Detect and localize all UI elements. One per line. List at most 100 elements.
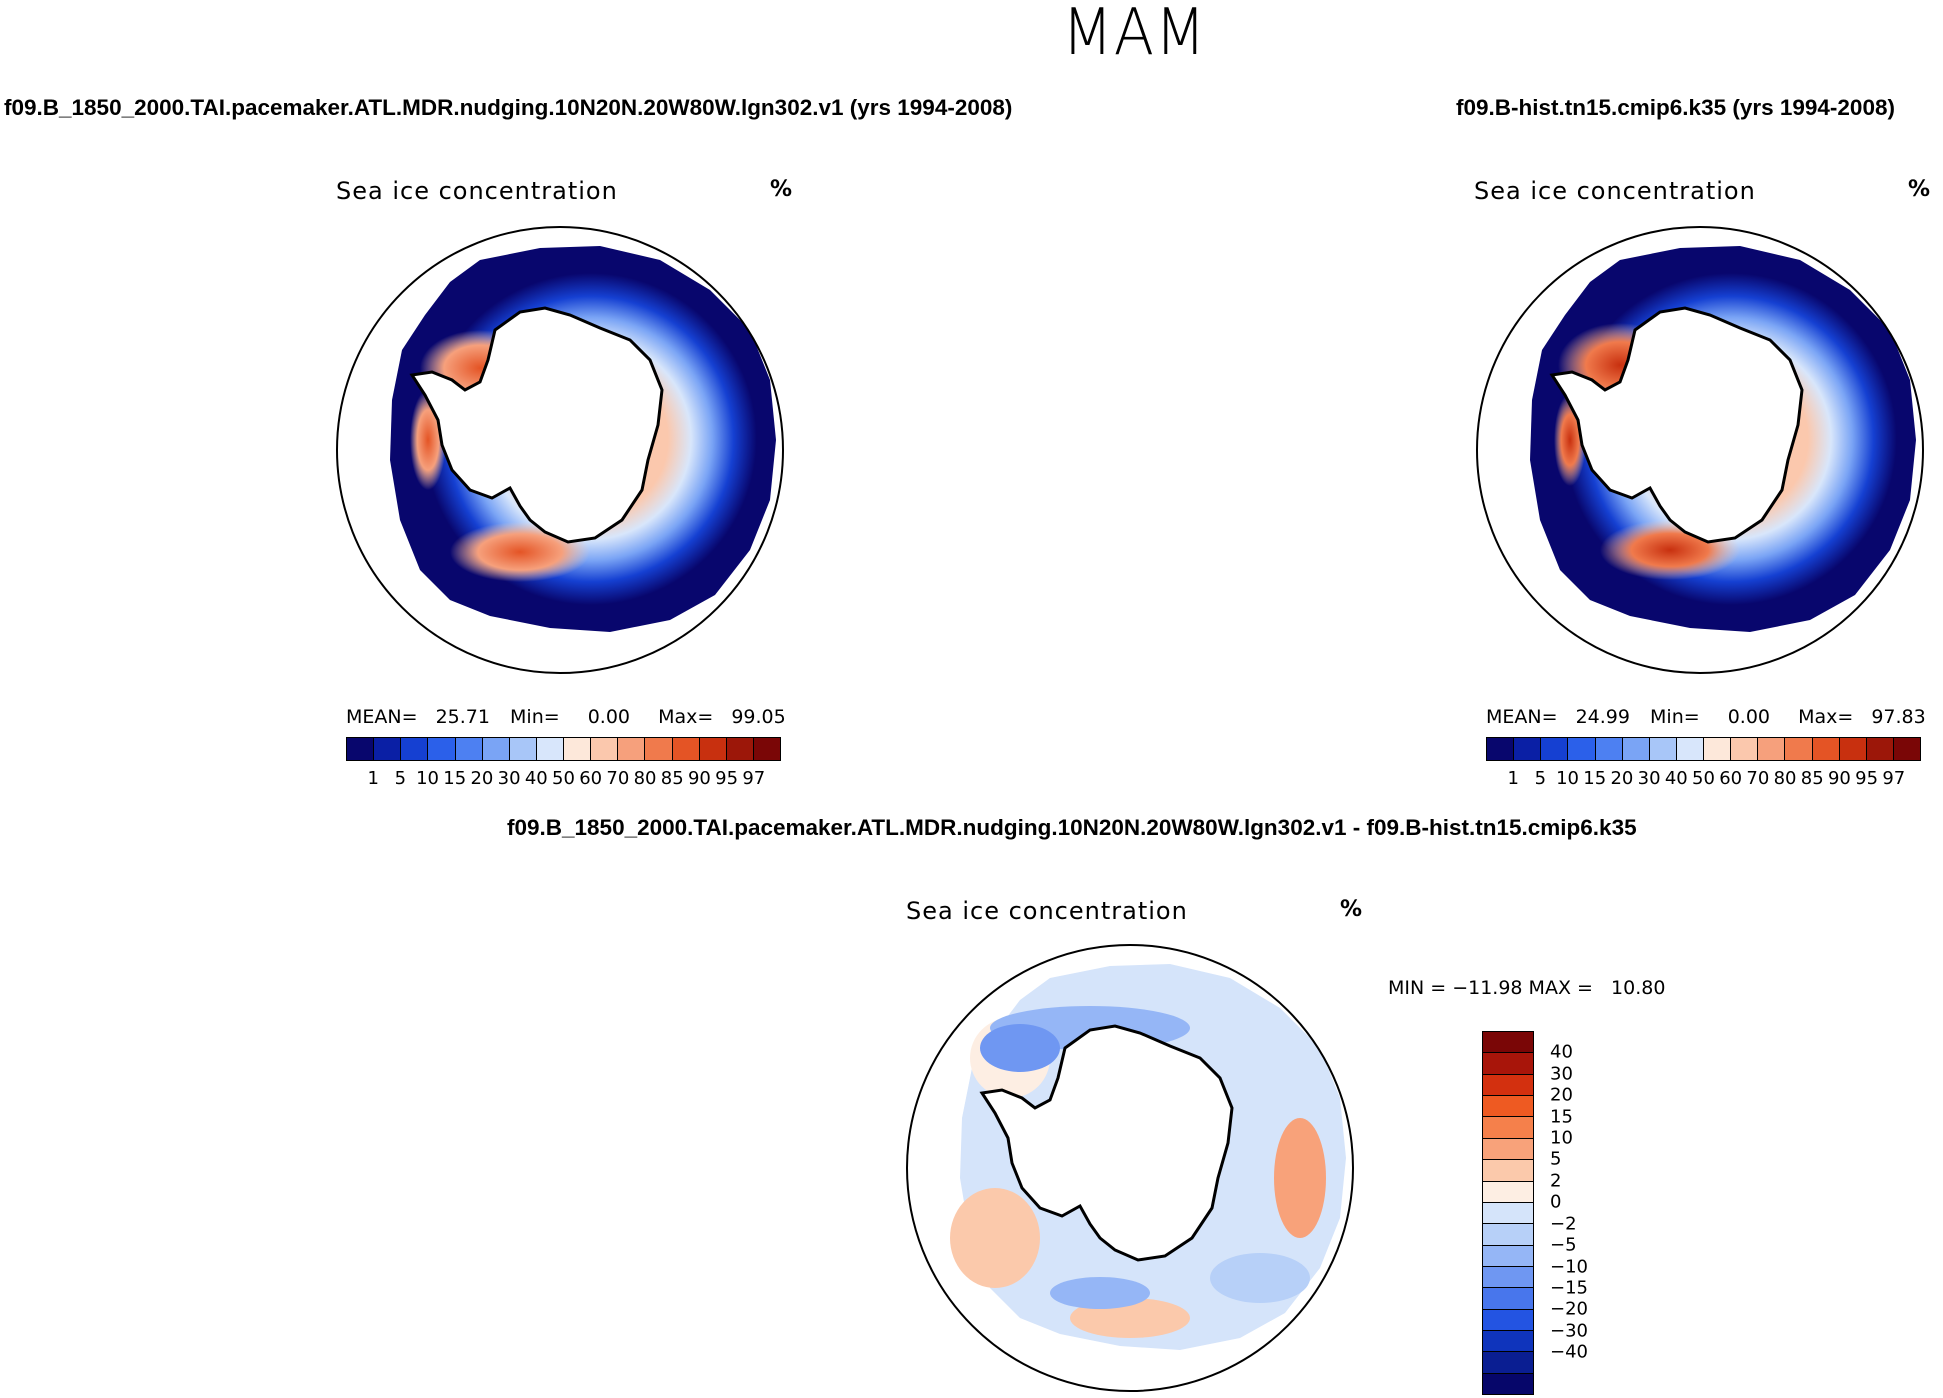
colorbar-tick-label: 1 — [367, 768, 379, 789]
colorbar-swatch — [1568, 738, 1596, 760]
colorbar-tick-label: 80 — [1773, 768, 1797, 789]
colorbar-swatch — [1483, 1331, 1533, 1353]
colorbar-tick-label: 20 — [1610, 768, 1634, 789]
diff-positive-anomaly-2 — [950, 1188, 1040, 1288]
left-stats: MEAN= 25.71 Min= 0.00 Max= 99.05 — [346, 706, 786, 728]
left-min-value: 0.00 — [587, 706, 631, 728]
left-mean-value: 25.71 — [435, 706, 490, 728]
right-map-boundary — [1476, 226, 1924, 674]
colorbar-swatch — [1758, 738, 1786, 760]
colorbar-tick-label: 30 — [497, 768, 521, 789]
colorbar-tick-label: 60 — [1719, 768, 1743, 789]
colorbar-tick-label: 97 — [1882, 768, 1906, 789]
colorbar-swatch — [564, 738, 592, 760]
colorbar-swatch — [1839, 738, 1867, 760]
colorbar-tick-label: 15 — [1550, 1106, 1573, 1128]
diff-map-boundary — [906, 944, 1354, 1392]
colorbar-swatch — [726, 738, 754, 760]
colorbar-tick-label: −15 — [1550, 1277, 1588, 1299]
colorbar-tick-label: 85 — [1800, 768, 1824, 789]
colorbar-tick-label: 0 — [1550, 1191, 1562, 1213]
left-run-title: f09.B_1850_2000.TAI.pacemaker.ATL.MDR.nu… — [4, 95, 1013, 120]
colorbar-swatch — [1483, 1117, 1533, 1139]
colorbar-tick-label: 40 — [1664, 768, 1688, 789]
diff-colorbar — [1482, 1031, 1534, 1395]
left-plot-title: Sea ice concentration — [336, 177, 618, 205]
left-max-value: 99.05 — [731, 706, 786, 728]
colorbar-tick-label: 30 — [1637, 768, 1661, 789]
colorbar-swatch — [401, 738, 429, 760]
colorbar-tick-label: 5 — [1534, 768, 1547, 789]
colorbar-swatch — [1893, 738, 1920, 760]
diff-run-title: f09.B_1850_2000.TAI.pacemaker.ATL.MDR.nu… — [507, 815, 1637, 840]
colorbar-swatch — [482, 738, 510, 760]
colorbar-tick-label: 1 — [1507, 768, 1519, 789]
colorbar-swatch — [645, 738, 673, 760]
left-max-label: Max= — [658, 706, 714, 728]
right-max-value: 97.83 — [1871, 706, 1926, 728]
colorbar-swatch — [672, 738, 700, 760]
right-units: % — [1908, 177, 1931, 202]
colorbar-tick-label: 60 — [579, 768, 603, 789]
colorbar-swatch — [428, 738, 456, 760]
colorbar-swatch — [1866, 738, 1894, 760]
colorbar-swatch — [591, 738, 619, 760]
diff-positive-anomaly-3 — [1274, 1118, 1326, 1238]
right-max-label: Max= — [1798, 706, 1854, 728]
colorbar-swatch — [1483, 1138, 1533, 1161]
diff-map — [906, 944, 1354, 1392]
colorbar-tick-label: 10 — [1556, 768, 1580, 789]
colorbar-tick-label: −5 — [1550, 1234, 1577, 1256]
colorbar-swatch — [374, 738, 402, 760]
colorbar-tick-label: 5 — [394, 768, 407, 789]
colorbar-tick-label: 95 — [1855, 768, 1879, 789]
colorbar-tick-label: 40 — [1550, 1041, 1573, 1063]
colorbar-swatch — [1541, 738, 1569, 760]
colorbar-swatch — [753, 738, 780, 760]
colorbar-tick-label: 95 — [715, 768, 739, 789]
colorbar-swatch — [1483, 1074, 1533, 1097]
colorbar-swatch — [347, 738, 375, 760]
colorbar-tick-label: 50 — [1692, 768, 1715, 789]
colorbar-swatch — [1514, 738, 1542, 760]
colorbar-swatch — [1483, 1224, 1533, 1246]
colorbar-swatch — [1483, 1245, 1533, 1267]
left-colorbar — [346, 737, 781, 761]
colorbar-tick-label: 70 — [606, 768, 630, 789]
colorbar-tick-label: −10 — [1550, 1256, 1588, 1278]
colorbar-swatch — [1622, 738, 1650, 760]
colorbar-tick-label: 10 — [416, 768, 440, 789]
colorbar-tick-label: −30 — [1550, 1320, 1588, 1342]
colorbar-tick-label: 70 — [1746, 768, 1770, 789]
colorbar-tick-label: 30 — [1550, 1063, 1573, 1085]
right-mean-value: 24.99 — [1575, 706, 1630, 728]
right-run-title: f09.B-hist.tn15.cmip6.k35 (yrs 1994-2008… — [1456, 95, 1895, 120]
diff-stats: MIN = −11.98 MAX = 10.80 — [1388, 977, 1666, 999]
colorbar-tick-label: 90 — [687, 768, 711, 789]
colorbar-swatch — [1483, 1032, 1533, 1054]
right-colorbar-ticks: 1 5 10 15 20 30 40 50 60 70 80 85 90 95 97 — [1486, 768, 1921, 792]
colorbar-swatch — [1812, 738, 1840, 760]
colorbar-swatch — [1785, 738, 1813, 760]
colorbar-tick-label: −2 — [1550, 1213, 1577, 1235]
left-antarctica-coastline — [409, 306, 664, 544]
colorbar-swatch — [1483, 1288, 1533, 1310]
colorbar-tick-label: 90 — [1827, 768, 1851, 789]
colorbar-tick-label: 85 — [660, 768, 684, 789]
colorbar-swatch — [1676, 738, 1704, 760]
colorbar-tick-label: 20 — [1550, 1084, 1573, 1106]
colorbar-swatch — [1483, 1352, 1533, 1374]
colorbar-tick-label: 97 — [742, 768, 766, 789]
colorbar-swatch — [1704, 738, 1732, 760]
left-min-label: Min= — [510, 706, 560, 728]
colorbar-swatch — [536, 738, 564, 760]
right-stats: MEAN= 24.99 Min= 0.00 Max= 97.83 — [1486, 706, 1926, 728]
colorbar-swatch — [618, 738, 646, 760]
left-units: % — [770, 177, 793, 202]
colorbar-tick-label: 50 — [552, 768, 575, 789]
right-colorbar — [1486, 737, 1921, 761]
colorbar-swatch — [699, 738, 727, 760]
colorbar-tick-label: −20 — [1550, 1298, 1588, 1320]
colorbar-swatch — [1487, 738, 1515, 760]
season-title: MAM — [1062, 0, 1207, 70]
